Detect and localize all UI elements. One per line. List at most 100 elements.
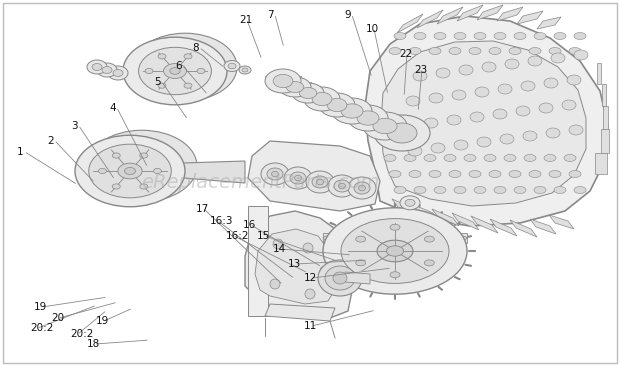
Ellipse shape: [484, 154, 496, 161]
Ellipse shape: [489, 48, 501, 55]
Ellipse shape: [239, 66, 251, 74]
Ellipse shape: [452, 90, 466, 100]
Ellipse shape: [554, 33, 566, 40]
Ellipse shape: [414, 33, 426, 40]
Text: 6: 6: [175, 61, 182, 71]
Ellipse shape: [228, 63, 236, 69]
Polygon shape: [245, 211, 352, 318]
Ellipse shape: [574, 33, 586, 40]
Text: 9: 9: [344, 10, 351, 20]
Text: 22: 22: [399, 49, 412, 59]
Polygon shape: [381, 41, 586, 206]
Ellipse shape: [406, 96, 420, 106]
Ellipse shape: [242, 68, 248, 72]
Polygon shape: [549, 215, 574, 229]
Ellipse shape: [154, 168, 161, 173]
Ellipse shape: [429, 171, 441, 178]
Ellipse shape: [87, 60, 107, 74]
Ellipse shape: [184, 83, 192, 88]
Text: 14: 14: [273, 244, 286, 254]
Ellipse shape: [569, 48, 581, 55]
Ellipse shape: [474, 33, 486, 40]
Ellipse shape: [312, 92, 332, 106]
Ellipse shape: [265, 69, 301, 93]
Ellipse shape: [544, 154, 556, 161]
Polygon shape: [497, 7, 523, 21]
Ellipse shape: [544, 78, 558, 88]
Ellipse shape: [469, 171, 481, 178]
Ellipse shape: [170, 68, 180, 74]
Text: 23: 23: [414, 65, 427, 75]
Ellipse shape: [521, 81, 535, 91]
Text: 8: 8: [192, 43, 198, 53]
Text: 3: 3: [71, 121, 78, 131]
Ellipse shape: [323, 208, 467, 294]
Ellipse shape: [459, 65, 473, 75]
Text: 12: 12: [304, 273, 317, 283]
Ellipse shape: [514, 33, 526, 40]
Text: 20: 20: [51, 313, 64, 323]
Ellipse shape: [528, 56, 542, 66]
Ellipse shape: [304, 87, 340, 111]
Ellipse shape: [140, 153, 148, 158]
Polygon shape: [392, 199, 419, 216]
Ellipse shape: [133, 33, 237, 101]
Ellipse shape: [389, 171, 401, 178]
Polygon shape: [183, 161, 245, 183]
Ellipse shape: [158, 83, 166, 88]
Ellipse shape: [387, 123, 417, 143]
Ellipse shape: [549, 48, 561, 55]
Text: 7: 7: [267, 10, 273, 20]
Ellipse shape: [118, 163, 142, 179]
Ellipse shape: [99, 168, 107, 173]
Ellipse shape: [405, 199, 415, 206]
Ellipse shape: [284, 167, 312, 189]
Ellipse shape: [500, 134, 514, 144]
Ellipse shape: [454, 140, 468, 150]
Ellipse shape: [509, 48, 521, 55]
Polygon shape: [432, 209, 459, 226]
Polygon shape: [471, 216, 498, 233]
Ellipse shape: [318, 260, 362, 296]
Ellipse shape: [404, 154, 416, 161]
Ellipse shape: [504, 154, 516, 161]
Text: 15: 15: [257, 231, 270, 241]
Ellipse shape: [384, 154, 396, 161]
Ellipse shape: [494, 187, 506, 194]
Text: 11: 11: [304, 321, 317, 331]
Ellipse shape: [549, 171, 561, 178]
Ellipse shape: [390, 224, 400, 230]
Ellipse shape: [529, 48, 541, 55]
Polygon shape: [345, 272, 370, 284]
Ellipse shape: [140, 184, 148, 189]
Ellipse shape: [332, 98, 372, 124]
Ellipse shape: [489, 171, 501, 178]
Polygon shape: [412, 204, 439, 221]
Ellipse shape: [339, 183, 345, 189]
Ellipse shape: [290, 172, 306, 184]
Ellipse shape: [429, 93, 443, 103]
Polygon shape: [248, 141, 380, 211]
Polygon shape: [255, 229, 337, 304]
Ellipse shape: [567, 75, 581, 85]
Polygon shape: [397, 14, 423, 33]
Text: 16:2: 16:2: [226, 231, 249, 241]
Text: 2: 2: [47, 136, 53, 146]
Ellipse shape: [431, 143, 445, 153]
Ellipse shape: [125, 167, 136, 175]
Ellipse shape: [429, 48, 441, 55]
Ellipse shape: [328, 175, 356, 197]
Ellipse shape: [373, 118, 397, 134]
Ellipse shape: [108, 66, 128, 80]
Ellipse shape: [464, 154, 476, 161]
Ellipse shape: [319, 93, 355, 117]
Ellipse shape: [474, 187, 486, 194]
Ellipse shape: [509, 171, 521, 178]
Ellipse shape: [523, 131, 537, 141]
Ellipse shape: [454, 33, 466, 40]
Ellipse shape: [334, 180, 350, 192]
Ellipse shape: [333, 272, 347, 284]
Ellipse shape: [389, 48, 401, 55]
Ellipse shape: [514, 187, 526, 194]
Polygon shape: [537, 17, 561, 29]
